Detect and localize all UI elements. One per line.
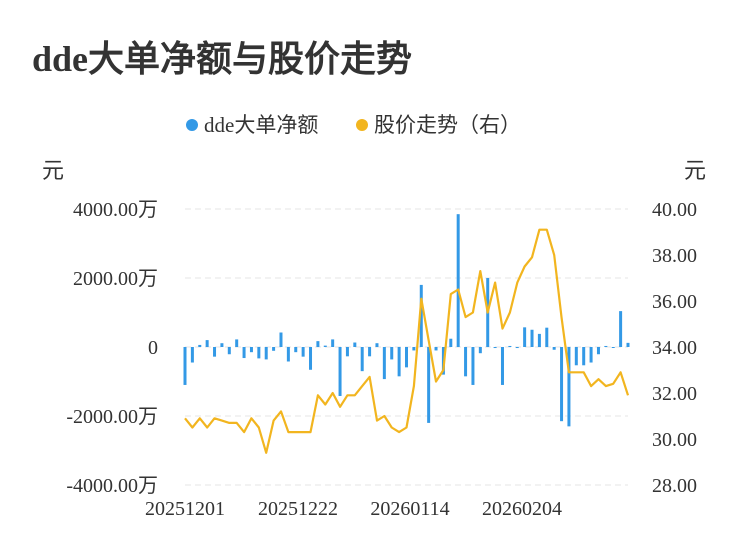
- bar: [279, 332, 283, 347]
- bar: [545, 327, 549, 347]
- bar: [375, 343, 379, 347]
- bar: [567, 347, 571, 427]
- bar: [309, 347, 313, 370]
- bar: [338, 347, 342, 396]
- bar: [626, 342, 630, 347]
- bar: [316, 341, 320, 347]
- bar: [235, 339, 239, 347]
- legend-marker-dde: [186, 119, 198, 131]
- bar: [434, 347, 438, 351]
- axes: 4000.00万 2000.00万 0 -2000.00万 -4000.00万 40.00…: [42, 158, 706, 520]
- bar: [478, 347, 482, 354]
- bar: [596, 347, 600, 355]
- right-tick-label: 34.00: [652, 337, 697, 359]
- bar: [427, 347, 431, 423]
- right-tick-label: 36.00: [652, 291, 697, 313]
- bar: [405, 347, 408, 368]
- bar: [272, 347, 276, 351]
- bar: [257, 347, 261, 359]
- legend-marker-price: [356, 119, 368, 131]
- bar: [515, 347, 519, 349]
- bar: [213, 347, 217, 357]
- bar: [294, 347, 298, 353]
- left-tick-label: -2000.00万: [66, 406, 158, 428]
- bar: [619, 311, 623, 347]
- bar: [190, 347, 194, 363]
- x-tick-label: 20260204: [482, 498, 562, 520]
- bar: [382, 347, 386, 380]
- bar: [183, 347, 187, 385]
- bar: [493, 347, 497, 349]
- bar: [331, 339, 335, 347]
- bar: [205, 340, 209, 347]
- right-tick-label: 40.00: [652, 199, 697, 221]
- x-tick-label: 20251222: [258, 498, 338, 520]
- legend-label-price: 股价走势（右）: [374, 113, 521, 137]
- bar: [345, 347, 349, 357]
- bar: [523, 327, 527, 347]
- bar: [500, 347, 504, 385]
- bar: [530, 329, 534, 347]
- bar: [604, 345, 608, 347]
- bar: [220, 343, 224, 347]
- legend: dde大单净额 股价走势（右）: [186, 113, 521, 137]
- left-tick-label: -4000.00万: [66, 475, 158, 497]
- bar: [198, 344, 202, 347]
- left-tick-label: 0: [148, 337, 158, 359]
- line-series: [184, 228, 630, 454]
- bar: [368, 347, 372, 357]
- bar: [471, 347, 475, 385]
- bar: [589, 347, 593, 363]
- bar: [323, 345, 327, 347]
- bar: [249, 347, 253, 353]
- price-line: [184, 228, 630, 454]
- bar: [301, 347, 305, 357]
- bar: [537, 333, 541, 347]
- right-tick-label: 30.00: [652, 429, 697, 451]
- bar: [582, 347, 586, 366]
- bar: [286, 347, 290, 362]
- left-tick-label: 2000.00万: [73, 268, 158, 290]
- bar: [560, 347, 564, 422]
- bar: [397, 347, 401, 377]
- bar: [456, 214, 460, 347]
- x-tick-label: 20260114: [370, 498, 449, 520]
- bar: [360, 347, 364, 372]
- bar: [227, 347, 231, 355]
- bar: [449, 338, 453, 347]
- bar: [611, 347, 615, 348]
- x-tick-label: 20251201: [145, 498, 225, 520]
- bar: [264, 347, 268, 360]
- legend-label-dde: dde大单净额: [204, 113, 318, 137]
- bar: [353, 342, 357, 347]
- right-tick-label: 38.00: [652, 245, 697, 267]
- left-axis-unit: 元: [42, 158, 64, 183]
- left-tick-label: 4000.00万: [73, 199, 158, 221]
- bar: [574, 347, 578, 366]
- bar: [419, 284, 423, 347]
- bar: [508, 345, 512, 347]
- right-axis-unit: 元: [684, 158, 706, 183]
- bar: [552, 347, 556, 350]
- bar: [242, 347, 246, 359]
- bar: [412, 347, 416, 351]
- right-tick-label: 32.00: [652, 383, 697, 405]
- bar: [464, 347, 468, 377]
- bar: [390, 347, 394, 360]
- right-tick-label: 28.00: [652, 475, 697, 497]
- page-title: dde大单净额与股价走势: [32, 39, 413, 79]
